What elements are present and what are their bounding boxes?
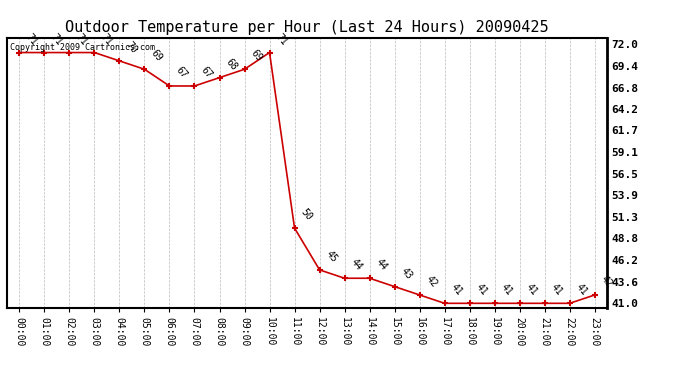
Text: 44: 44 bbox=[348, 257, 364, 273]
Text: Copyright 2009 Cartronics.com: Copyright 2009 Cartronics.com bbox=[10, 43, 155, 52]
Title: Outdoor Temperature per Hour (Last 24 Hours) 20090425: Outdoor Temperature per Hour (Last 24 Ho… bbox=[66, 20, 549, 35]
Text: 41: 41 bbox=[574, 282, 589, 298]
Text: 41: 41 bbox=[474, 282, 489, 298]
Text: 42: 42 bbox=[599, 274, 614, 290]
Text: 42: 42 bbox=[424, 274, 439, 290]
Text: 41: 41 bbox=[524, 282, 539, 298]
Text: 68: 68 bbox=[224, 57, 239, 72]
Text: 45: 45 bbox=[324, 249, 339, 264]
Text: 67: 67 bbox=[174, 65, 189, 80]
Text: 71: 71 bbox=[274, 32, 289, 47]
Text: 70: 70 bbox=[124, 40, 139, 56]
Text: 41: 41 bbox=[448, 282, 464, 298]
Text: 44: 44 bbox=[374, 257, 389, 273]
Text: 50: 50 bbox=[299, 207, 314, 222]
Text: 67: 67 bbox=[199, 65, 214, 80]
Text: 41: 41 bbox=[549, 282, 564, 298]
Text: 71: 71 bbox=[23, 32, 39, 47]
Text: 71: 71 bbox=[99, 32, 114, 47]
Text: 41: 41 bbox=[499, 282, 514, 298]
Text: 71: 71 bbox=[74, 32, 89, 47]
Text: 43: 43 bbox=[399, 266, 414, 281]
Text: 71: 71 bbox=[48, 32, 63, 47]
Text: 69: 69 bbox=[248, 48, 264, 64]
Text: 69: 69 bbox=[148, 48, 164, 64]
